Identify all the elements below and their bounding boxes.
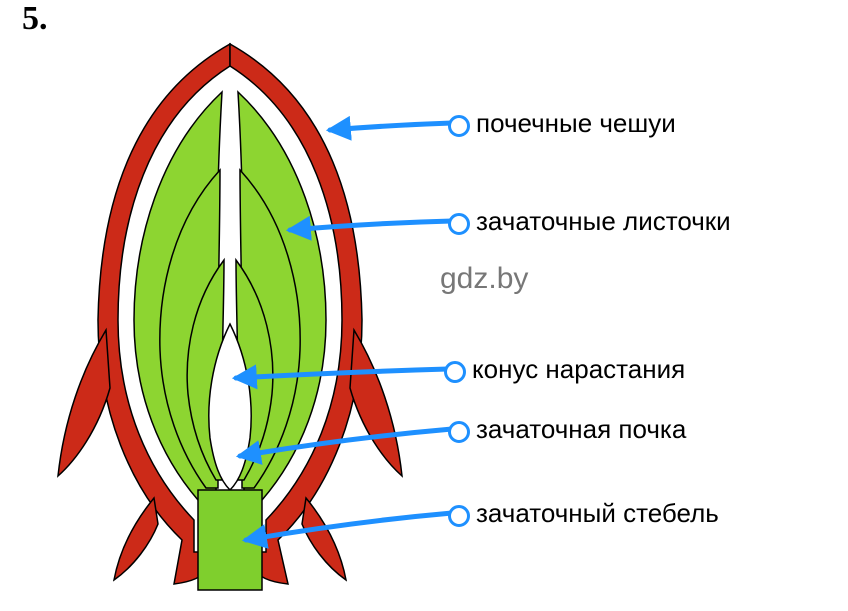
callout-stem: зачаточный стебель [476,498,719,529]
label-marker [448,213,470,235]
label-marker [448,115,470,137]
callout-cone: конус нарастания [472,354,685,385]
diagram-stage: 5. почечные чешуизачаточные листочкикону… [0,0,848,611]
label-marker [448,421,470,443]
pointer-arrow [246,513,452,540]
callout-leaves: зачаточные листочки [476,206,731,237]
arrows-layer [0,0,848,611]
pointer-arrow [236,369,448,378]
callout-scales: почечные чешуи [476,108,676,139]
watermark-text: gdz.by [440,262,528,296]
pointer-arrow [290,221,452,230]
label-marker [444,361,466,383]
label-marker [448,505,470,527]
pointer-arrow [330,123,452,130]
callout-bud: зачаточная почка [476,414,686,445]
pointer-arrow [240,429,452,456]
